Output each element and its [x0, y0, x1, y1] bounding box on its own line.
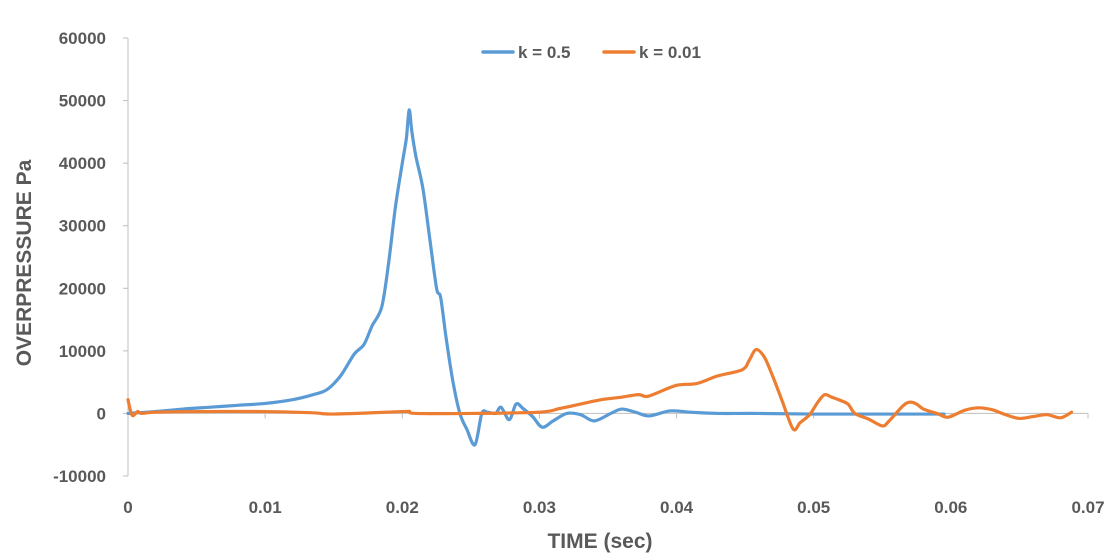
series-layer — [126, 108, 1074, 447]
x-tick-label: 0.07 — [1071, 498, 1104, 517]
x-tick-label: 0 — [123, 498, 132, 517]
y-tick-label: 50000 — [59, 92, 106, 111]
y-tick-label: 0 — [97, 404, 106, 423]
series-line-k-0-01 — [126, 348, 1074, 432]
x-tick-label: 0.06 — [934, 498, 967, 517]
series-line-k-0-5 — [126, 108, 946, 447]
y-axis-title: OVERPRESSURE Pa — [13, 159, 36, 366]
y-tick-label: -10000 — [53, 467, 106, 486]
y-tick-label: 60000 — [59, 29, 106, 48]
x-tick-label: 0.01 — [249, 498, 282, 517]
y-tick-label: 40000 — [59, 154, 106, 173]
legend-label: k = 0.5 — [518, 43, 570, 62]
y-tick-label: 30000 — [59, 217, 106, 236]
y-axis: -10000 0 10000 20000 30000 40000 50000 60000 — [53, 29, 129, 486]
x-axis-title: TIME (sec) — [547, 530, 652, 553]
y-tick-label: 10000 — [59, 342, 106, 361]
x-tick-label: 0.05 — [797, 498, 830, 517]
legend-label: k = 0.01 — [639, 43, 701, 62]
x-tick-label: 0.02 — [386, 498, 419, 517]
legend: k = 0.5 k = 0.01 — [481, 43, 701, 62]
x-tick-label: 0.04 — [660, 498, 694, 517]
x-tick-label: 0.03 — [523, 498, 556, 517]
y-tick-label: 20000 — [59, 279, 106, 298]
x-axis: 0 0.01 0.02 0.03 0.04 0.05 0.06 0.07 — [123, 412, 1105, 517]
